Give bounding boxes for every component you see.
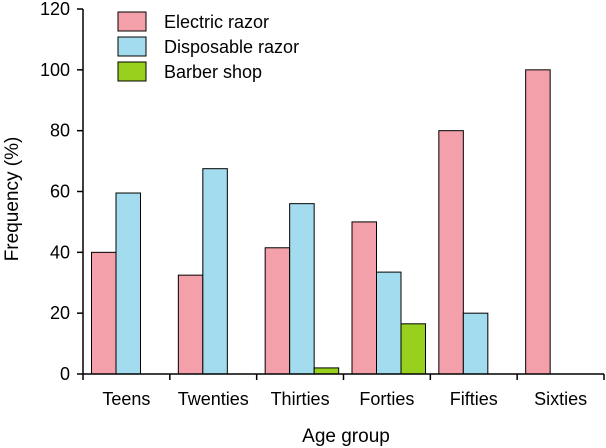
bar-disposable-razor [462,312,489,375]
bar-barber-shop [400,323,426,375]
y-tick-label: 60 [50,182,70,202]
legend-label: Electric razor [164,12,269,32]
legend-label: Disposable razor [164,37,299,57]
legend-swatch [117,36,147,57]
y-tick-label: 80 [50,121,70,141]
x-tick-label: Twenties [178,389,249,409]
y-axis-label: Frequency (%) [2,137,23,262]
bars [91,69,551,375]
x-tick-label: Forties [359,389,414,409]
bar-electric-razor [525,69,551,375]
x-tick-label: Thirties [271,389,330,409]
x-axis-label: Age group [302,426,390,447]
bar-disposable-razor [289,203,315,375]
bar-electric-razor [438,130,464,375]
bar-disposable-razor [115,192,141,375]
bar-disposable-razor [376,271,402,375]
x-tick-label: Sixties [534,389,587,409]
legend: Electric razor Disposable razor Barber sho… [117,11,299,82]
bar-barber-shop [313,367,340,375]
y-tick-label: 0 [60,364,70,384]
x-tick-label: Teens [102,389,150,409]
bar-electric-razor [91,251,117,375]
x-axis-ticks: Teens Twenties Thirties Forties Fifties Sixti… [82,374,605,409]
y-tick-label: 100 [40,60,70,80]
legend-swatch [117,11,147,32]
bar-electric-razor [264,247,291,375]
y-tick-label: 40 [50,242,70,262]
legend-swatch [117,61,147,82]
y-axis-ticks: 0 20 40 60 80 100 120 [40,0,83,384]
y-tick-label: 120 [40,0,70,19]
x-tick-label: Fifties [450,389,498,409]
bar-electric-razor [177,274,204,375]
bar-electric-razor [351,221,377,375]
legend-label: Barber shop [164,62,262,82]
y-tick-label: 20 [50,303,70,323]
bar-disposable-razor [202,168,228,375]
